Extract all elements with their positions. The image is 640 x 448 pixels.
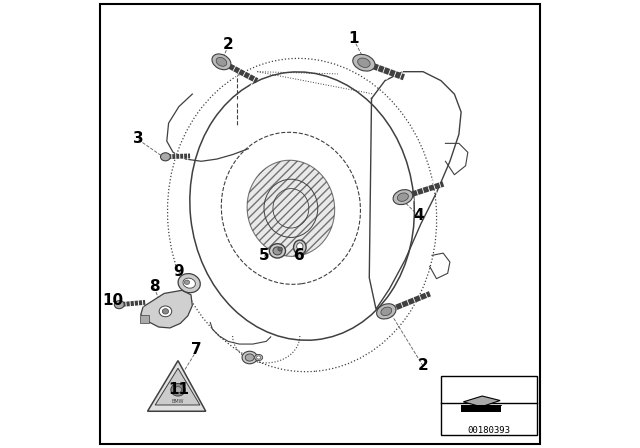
Text: 6: 6 [294, 248, 305, 263]
Ellipse shape [115, 301, 124, 309]
Bar [140, 315, 149, 323]
Bar [461, 405, 502, 412]
Text: 1: 1 [348, 30, 359, 46]
Polygon shape [463, 396, 500, 407]
Ellipse shape [245, 354, 254, 361]
Ellipse shape [171, 383, 185, 396]
Text: 00180393: 00180393 [468, 426, 511, 435]
Ellipse shape [397, 193, 408, 201]
Ellipse shape [269, 244, 285, 258]
Ellipse shape [255, 354, 262, 361]
Polygon shape [141, 290, 192, 328]
Ellipse shape [163, 309, 168, 314]
Text: 5: 5 [259, 248, 269, 263]
Ellipse shape [278, 247, 282, 251]
Polygon shape [155, 368, 200, 405]
Ellipse shape [294, 240, 306, 254]
Text: BMW: BMW [172, 399, 184, 405]
Ellipse shape [242, 351, 257, 364]
Ellipse shape [376, 304, 396, 319]
Ellipse shape [161, 153, 170, 161]
Ellipse shape [353, 54, 375, 71]
Text: 4: 4 [413, 207, 424, 223]
Text: 11: 11 [168, 382, 189, 397]
Text: 2: 2 [223, 37, 234, 52]
Text: 7: 7 [191, 342, 202, 357]
Ellipse shape [174, 387, 182, 393]
Ellipse shape [381, 307, 392, 316]
Bar [441, 376, 538, 435]
Text: 2: 2 [418, 358, 428, 373]
Ellipse shape [297, 243, 303, 250]
Ellipse shape [183, 278, 195, 288]
Ellipse shape [393, 190, 413, 205]
Ellipse shape [358, 58, 370, 68]
Text: 3: 3 [133, 131, 144, 146]
Ellipse shape [273, 247, 282, 255]
Ellipse shape [212, 54, 231, 70]
Text: 9: 9 [173, 263, 184, 279]
Ellipse shape [216, 57, 227, 66]
Ellipse shape [184, 280, 189, 284]
Polygon shape [148, 361, 206, 411]
Ellipse shape [257, 356, 260, 359]
Ellipse shape [296, 254, 302, 259]
Ellipse shape [247, 160, 335, 256]
Ellipse shape [178, 274, 200, 293]
Text: 10: 10 [102, 293, 124, 308]
Text: 8: 8 [149, 279, 159, 294]
Ellipse shape [159, 306, 172, 317]
